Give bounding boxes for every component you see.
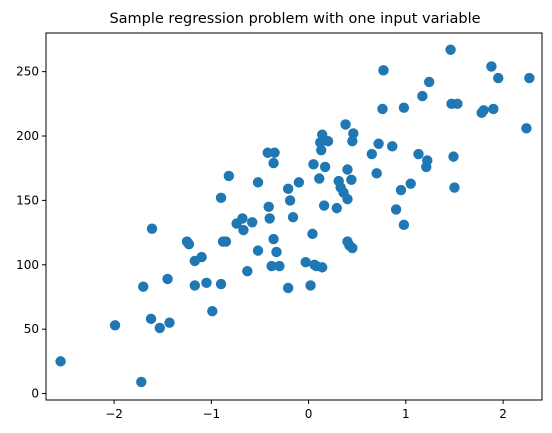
data-point bbox=[316, 144, 327, 156]
data-point bbox=[268, 233, 279, 245]
data-point bbox=[282, 282, 294, 294]
data-point bbox=[318, 200, 330, 211]
data-point bbox=[164, 317, 175, 328]
data-point bbox=[371, 168, 382, 179]
data-point bbox=[238, 224, 249, 236]
data-point bbox=[305, 280, 316, 291]
data-point bbox=[493, 72, 504, 84]
data-point bbox=[308, 159, 319, 170]
data-point bbox=[378, 65, 389, 76]
y-axis: 0 50 100 150 200 250 bbox=[16, 65, 46, 401]
data-point bbox=[478, 105, 489, 116]
data-point bbox=[220, 236, 232, 247]
data-points bbox=[55, 44, 535, 388]
data-point bbox=[486, 61, 497, 72]
data-point bbox=[263, 201, 274, 213]
data-point bbox=[300, 257, 311, 268]
data-point bbox=[422, 155, 433, 166]
data-point bbox=[223, 170, 235, 182]
data-point bbox=[314, 173, 325, 184]
data-point bbox=[246, 217, 258, 228]
data-point bbox=[387, 141, 398, 152]
data-point bbox=[242, 266, 253, 277]
data-point bbox=[215, 192, 227, 204]
x-tick-label: 1 bbox=[402, 407, 410, 421]
data-point bbox=[488, 103, 499, 115]
data-point bbox=[266, 260, 277, 272]
data-point bbox=[196, 251, 207, 263]
data-point bbox=[413, 148, 424, 160]
y-tick-label: 250 bbox=[16, 65, 39, 79]
data-point bbox=[55, 356, 66, 367]
data-point bbox=[154, 322, 165, 334]
data-point bbox=[521, 123, 532, 134]
data-point bbox=[449, 182, 460, 193]
data-point bbox=[215, 278, 227, 290]
y-tick-label: 200 bbox=[16, 129, 39, 143]
data-point bbox=[448, 151, 459, 162]
y-tick-label: 0 bbox=[31, 387, 39, 401]
data-point bbox=[342, 164, 353, 175]
x-tick-label: 0 bbox=[305, 407, 313, 421]
data-point bbox=[377, 103, 388, 115]
data-point bbox=[347, 242, 358, 254]
data-point bbox=[109, 320, 121, 331]
y-tick-label: 100 bbox=[16, 258, 39, 272]
data-point bbox=[284, 195, 296, 206]
data-point bbox=[347, 135, 358, 147]
data-point bbox=[398, 219, 410, 231]
data-point bbox=[264, 213, 275, 224]
y-tick-label: 150 bbox=[16, 193, 39, 207]
x-tick-label: −2 bbox=[105, 407, 123, 421]
data-point bbox=[307, 228, 318, 240]
data-point bbox=[269, 147, 280, 158]
data-point bbox=[319, 161, 331, 173]
data-point bbox=[390, 204, 402, 215]
data-point bbox=[252, 245, 264, 256]
data-point bbox=[524, 72, 535, 84]
data-point bbox=[183, 238, 195, 250]
data-point bbox=[207, 305, 218, 317]
plot-frame bbox=[45, 32, 543, 401]
data-point bbox=[145, 313, 157, 325]
data-point bbox=[237, 213, 248, 224]
data-point bbox=[452, 98, 463, 110]
data-point bbox=[342, 193, 353, 205]
data-point bbox=[317, 262, 328, 273]
data-point bbox=[423, 76, 435, 88]
data-point bbox=[162, 273, 173, 285]
data-point bbox=[417, 90, 428, 102]
data-point bbox=[340, 119, 351, 130]
data-point bbox=[293, 177, 305, 188]
data-point bbox=[405, 178, 416, 189]
data-point bbox=[398, 102, 410, 113]
data-point bbox=[322, 135, 334, 147]
y-tick-label: 50 bbox=[24, 322, 39, 336]
data-point bbox=[373, 138, 384, 149]
data-point bbox=[271, 246, 282, 258]
data-point bbox=[138, 281, 149, 292]
x-tick-label: −1 bbox=[202, 407, 220, 421]
x-axis: −2 −1 0 1 2 bbox=[105, 400, 507, 421]
data-point bbox=[146, 223, 158, 234]
data-point bbox=[189, 280, 200, 291]
data-point bbox=[201, 277, 212, 289]
x-tick-label: 2 bbox=[499, 407, 507, 421]
data-point bbox=[395, 184, 407, 196]
data-point bbox=[268, 157, 279, 169]
chart-title: Sample regression problem with one input… bbox=[109, 11, 480, 27]
data-point bbox=[331, 202, 342, 214]
data-point bbox=[346, 174, 357, 185]
data-point bbox=[136, 376, 147, 388]
data-point bbox=[287, 211, 299, 223]
data-point bbox=[274, 260, 285, 272]
data-point bbox=[252, 177, 264, 188]
data-point bbox=[366, 148, 378, 160]
data-point bbox=[282, 183, 294, 195]
data-point bbox=[348, 128, 359, 139]
data-point bbox=[445, 44, 456, 55]
